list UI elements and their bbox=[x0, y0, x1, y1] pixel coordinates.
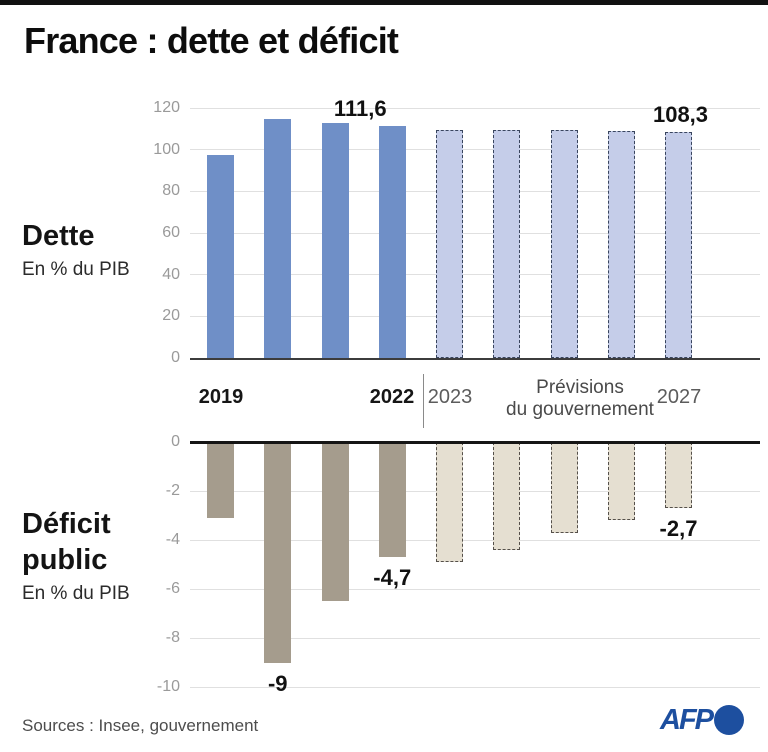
gridline bbox=[190, 490, 760, 492]
page-title: France : dette et déficit bbox=[24, 20, 399, 61]
bar-debt-2025 bbox=[550, 130, 578, 358]
y-tick-label: 0 bbox=[171, 349, 180, 366]
gridline bbox=[190, 149, 760, 151]
afp-logo-circle-icon bbox=[714, 705, 744, 735]
bar-deficit-2025 bbox=[550, 442, 578, 533]
deficit-plot: 0 -2 -4 -6 -8 -10 -9 -4,7 -2,7 bbox=[157, 433, 760, 696]
bar-debt-2027 bbox=[665, 132, 692, 358]
gridline bbox=[190, 274, 760, 276]
bar-deficit-2019 bbox=[207, 442, 234, 518]
forecast-note-line1: Prévisions bbox=[536, 377, 624, 398]
y-tick-label: 60 bbox=[162, 224, 180, 241]
bar-deficit-2020 bbox=[264, 442, 292, 663]
gridline bbox=[190, 539, 760, 541]
year-label-2022: 2022 bbox=[369, 386, 415, 408]
zero-axis-line bbox=[190, 357, 760, 360]
forecast-note: Prévisions du gouvernement bbox=[478, 377, 682, 421]
deficit-side-label: Déficit public En % du PIB bbox=[22, 506, 172, 605]
bar-deficit-2024 bbox=[493, 442, 521, 550]
bar-deficit-2021 bbox=[321, 442, 349, 602]
bar-debt-2020 bbox=[264, 119, 292, 358]
year-label-2027: 2027 bbox=[656, 386, 702, 408]
debt-side-label: Dette En % du PIB bbox=[22, 218, 172, 281]
y-tick-label: -8 bbox=[165, 629, 180, 646]
year-label-2023: 2023 bbox=[427, 386, 473, 408]
gridline bbox=[190, 190, 760, 192]
bar-deficit-2023 bbox=[436, 442, 463, 563]
debt-plot: 120 100 80 60 40 20 0 111,6 108,3 bbox=[153, 96, 760, 366]
bar-deficit-2026 bbox=[607, 442, 635, 521]
debt-chart-subtitle: En % du PIB bbox=[22, 259, 130, 280]
deficit-chart-subtitle: En % du PIB bbox=[22, 583, 130, 604]
bar-debt-2019 bbox=[207, 155, 234, 358]
actual-forecast-divider bbox=[423, 374, 424, 428]
gridline bbox=[190, 315, 760, 317]
bar-debt-2026 bbox=[607, 130, 635, 358]
debt-chart-title: Dette bbox=[22, 220, 95, 252]
afp-logo-text: AFP bbox=[660, 704, 714, 736]
gridline bbox=[190, 637, 760, 639]
top-rule bbox=[0, 0, 768, 5]
value-label-debt-2027: 108,3 bbox=[652, 102, 709, 128]
y-tick-label: 120 bbox=[153, 99, 180, 116]
y-tick-label: -2 bbox=[165, 482, 180, 499]
year-label-2019: 2019 bbox=[198, 386, 244, 408]
gridline bbox=[190, 232, 760, 234]
value-label-deficit-2027: -2,7 bbox=[659, 516, 698, 542]
forecast-note-line2: du gouvernement bbox=[506, 399, 654, 420]
bar-debt-2021 bbox=[321, 122, 349, 358]
y-tick-label: -6 bbox=[165, 580, 180, 597]
y-tick-label: 0 bbox=[171, 433, 180, 450]
bar-debt-2023 bbox=[436, 129, 463, 358]
sources-text: Sources : Insee, gouvernement bbox=[22, 716, 259, 735]
y-tick-label: 100 bbox=[153, 140, 180, 158]
value-label-debt-2022: 111,6 bbox=[333, 95, 387, 121]
y-tick-label: -4 bbox=[165, 531, 180, 548]
gridline bbox=[190, 588, 760, 590]
bar-debt-2024 bbox=[493, 129, 521, 358]
y-tick-label: 40 bbox=[162, 265, 180, 283]
bar-deficit-2022 bbox=[378, 442, 406, 558]
y-tick-label: -10 bbox=[156, 678, 180, 695]
gridline bbox=[190, 107, 760, 109]
bar-deficit-2027 bbox=[665, 442, 692, 509]
y-tick-label: 80 bbox=[162, 182, 180, 200]
bar-debt-2022 bbox=[378, 125, 406, 358]
gridline bbox=[190, 686, 760, 688]
zero-axis-line bbox=[190, 440, 760, 444]
afp-logo: AFP bbox=[660, 703, 744, 737]
value-label-deficit-2022: -4,7 bbox=[373, 565, 412, 591]
value-label-deficit-2020: -9 bbox=[267, 670, 288, 696]
y-tick-label: 20 bbox=[162, 307, 180, 325]
deficit-chart-title: Déficit public bbox=[22, 508, 111, 576]
